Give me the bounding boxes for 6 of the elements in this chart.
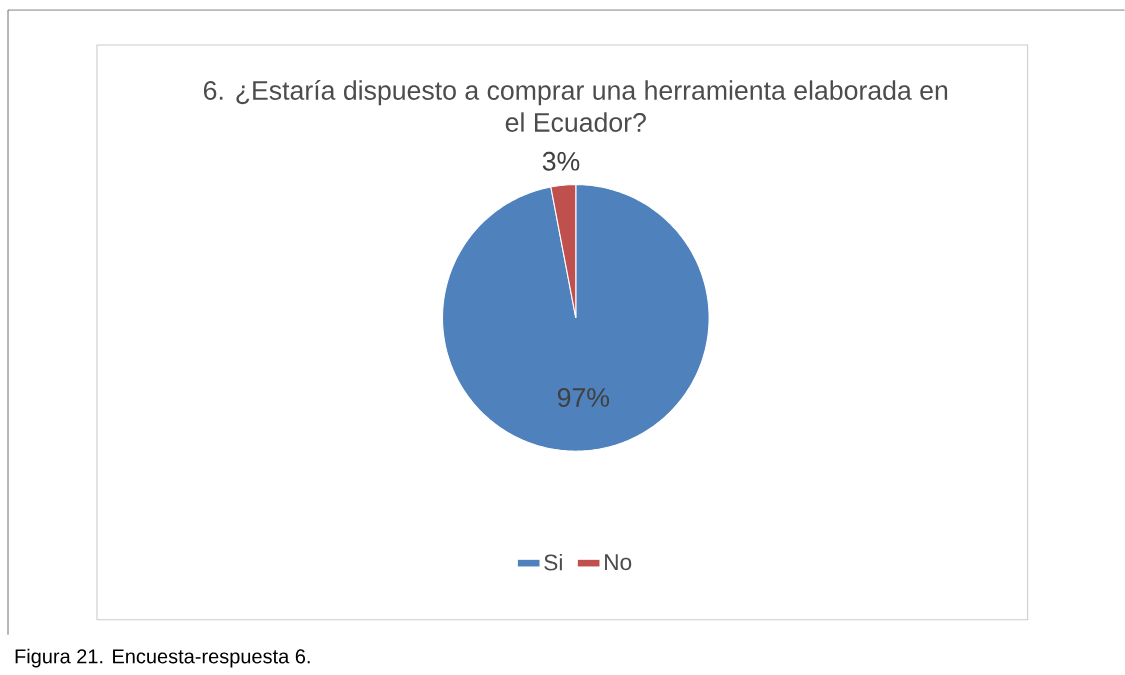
chart-title: 6. ¿Estaría dispuesto a comprar una herramienta elaborada en el Ecuador? [203, 80, 948, 133]
legend-label: No [605, 554, 632, 571]
legend-label: Si [544, 554, 562, 571]
data-label: 97% [557, 388, 610, 408]
data-label: 3% [542, 151, 580, 171]
text: Figura 21. Encuesta-respuesta 6. [15, 648, 310, 668]
